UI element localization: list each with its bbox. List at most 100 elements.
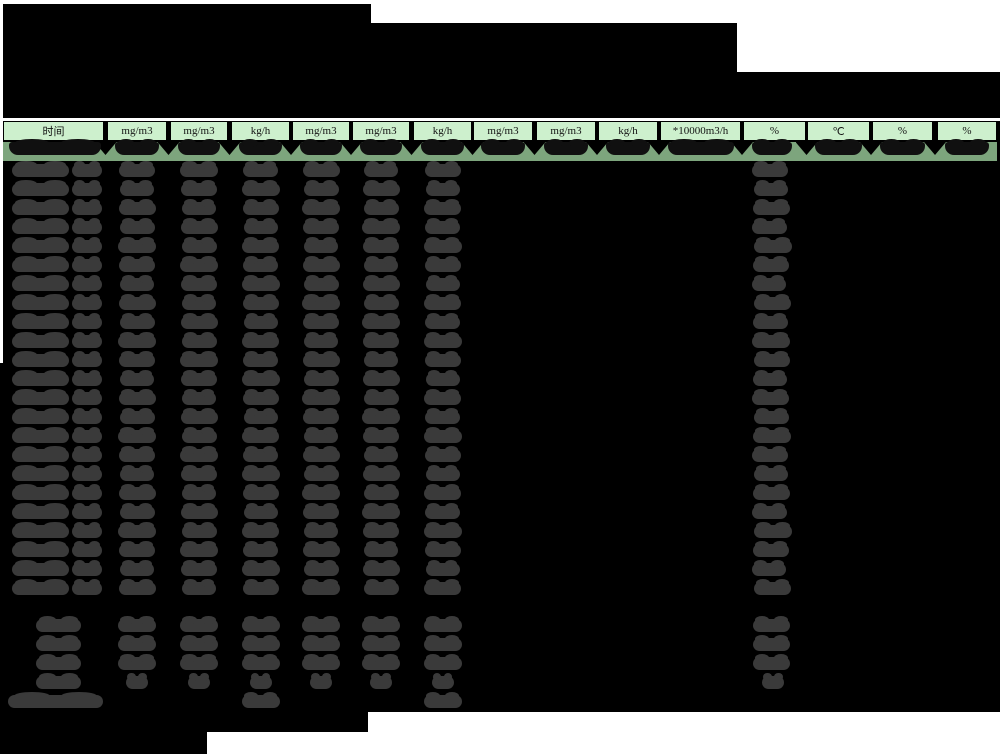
- redacted-cell-value: [242, 578, 279, 595]
- redacted-cell-value: [182, 198, 216, 215]
- redacted-cell-value: [118, 615, 156, 632]
- redacted-cell-value: [754, 293, 791, 310]
- redacted-cell-value: [118, 198, 156, 215]
- redacted-time-value: [72, 445, 102, 462]
- redacted-cell-value: [302, 445, 340, 462]
- redacted-cell-value: [752, 138, 792, 155]
- redacted-cell-value: [243, 255, 278, 272]
- redacted-cell-value: [242, 331, 279, 348]
- redacted-time-value: [12, 293, 69, 310]
- redacted-cell-value: [119, 217, 155, 234]
- redacted-cell-value: [181, 274, 217, 291]
- redacted-cell-value: [241, 653, 280, 670]
- redacted-cell-value: [424, 483, 461, 500]
- redacted-table-body-background: [3, 121, 1000, 712]
- redacted-cell-value: [364, 350, 398, 367]
- redacted-time-value: [72, 236, 102, 253]
- redacted-cell-value: [118, 331, 156, 348]
- redacted-cell-value: [754, 350, 790, 367]
- redacted-cell-value: [752, 559, 786, 576]
- redacted-cell-value: [880, 138, 925, 155]
- redacted-cell-value: [241, 464, 280, 481]
- redacted-cell-value: [425, 464, 460, 481]
- redacted-cell-value: [302, 293, 340, 310]
- redacted-time-value: [12, 483, 69, 500]
- redacted-cell-value: [303, 217, 339, 234]
- redacted-cell-value: [363, 521, 399, 538]
- redacted-cell-value: [180, 502, 218, 519]
- redacted-cell-value: [118, 426, 156, 443]
- redacted-cell-value: [119, 255, 155, 272]
- unit-header-cell: mg/m3: [107, 121, 167, 141]
- redacted-cell-value: [754, 407, 789, 424]
- redacted-cell-value: [239, 138, 282, 155]
- unit-header-cell: kg/h: [413, 121, 472, 141]
- redacted-cell-value: [362, 274, 400, 291]
- redacted-cell-value: [362, 615, 400, 632]
- redacted-time-value: [12, 198, 69, 215]
- redacted-cell-value: [241, 274, 280, 291]
- redacted-time-value: [12, 502, 69, 519]
- redacted-cell-value: [310, 672, 332, 689]
- redacted-cell-value: [302, 615, 340, 632]
- redacted-cell-value: [243, 160, 278, 177]
- redacted-time-value: [12, 369, 69, 386]
- redacted-cell-value: [304, 426, 338, 443]
- redacted-cell-value: [120, 559, 154, 576]
- redacted-cell-value: [181, 464, 217, 481]
- redacted-cell-value: [120, 369, 154, 386]
- redacted-cell-value: [481, 138, 525, 155]
- redacted-time-value: [72, 521, 102, 538]
- redacted-cell-value: [304, 331, 338, 348]
- redacted-cell-value: [425, 502, 460, 519]
- redacted-cell-value: [118, 578, 156, 595]
- redacted-time-value: [12, 312, 69, 329]
- unit-header-cell: kg/h: [231, 121, 290, 141]
- redacted-cell-value: [180, 217, 218, 234]
- redacted-cell-value: [243, 312, 278, 329]
- redacted-cell-value: [424, 445, 461, 462]
- redacted-cell-value: [118, 293, 156, 310]
- redacted-cell-value: [423, 691, 462, 708]
- redacted-time-value: [12, 274, 69, 291]
- redacted-cell-value: [243, 217, 278, 234]
- redacted-cell-value: [178, 138, 220, 155]
- redacted-cell-value: [242, 198, 279, 215]
- redacted-cell-value: [362, 369, 400, 386]
- redacted-cell-value: [752, 388, 789, 405]
- redacted-cell-value: [303, 502, 339, 519]
- redacted-report-title: [3, 4, 371, 23]
- redacted-left-edge-block: [0, 363, 3, 712]
- redacted-cell-value: [753, 426, 791, 443]
- redacted-cell-value: [753, 312, 788, 329]
- redacted-cell-value: [752, 331, 790, 348]
- redacted-cell-value: [180, 312, 218, 329]
- redacted-cell-value: [754, 236, 792, 253]
- redacted-report-info-block: [3, 23, 737, 72]
- redacted-cell-value: [241, 179, 280, 196]
- redacted-cell-value: [754, 464, 788, 481]
- redacted-cell-value: [243, 407, 278, 424]
- redacted-cell-value: [9, 138, 101, 155]
- redacted-time-value: [72, 350, 102, 367]
- redacted-cell-value: [754, 521, 792, 538]
- redacted-cell-value: [302, 198, 340, 215]
- redacted-cell-value: [362, 559, 400, 576]
- redacted-cell-value: [182, 483, 216, 500]
- redacted-cell-value: [752, 217, 787, 234]
- redacted-cell-value: [364, 255, 398, 272]
- redacted-cell-value: [425, 312, 460, 329]
- redacted-cell-value: [300, 138, 342, 155]
- redacted-time-value: [72, 540, 102, 557]
- redacted-cell-value: [118, 521, 156, 538]
- redacted-cell-value: [180, 350, 218, 367]
- redacted-cell-value: [302, 540, 340, 557]
- redacted-cell-value: [424, 255, 461, 272]
- redacted-cell-value: [753, 255, 789, 272]
- redacted-summary-label: [36, 615, 81, 632]
- redacted-cell-value: [423, 653, 462, 670]
- unit-header-cell: %: [872, 121, 933, 141]
- redacted-cell-value: [126, 672, 148, 689]
- redacted-cell-value: [425, 217, 460, 234]
- redacted-cell-value: [302, 578, 340, 595]
